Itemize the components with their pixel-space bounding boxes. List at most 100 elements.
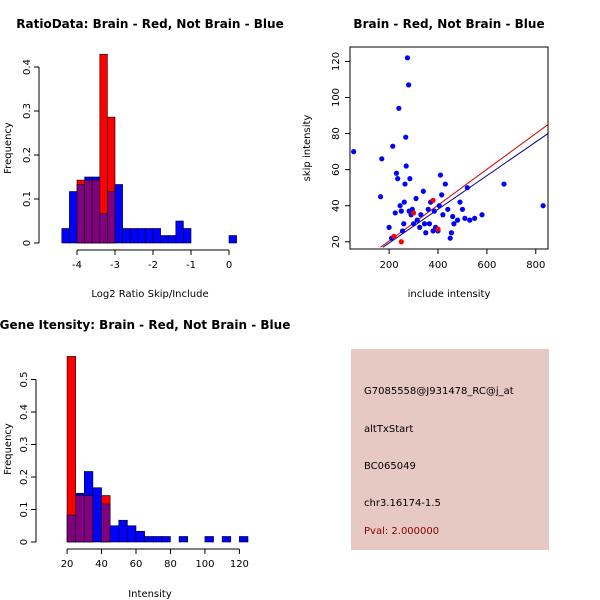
not-brain-point (464, 185, 470, 191)
not-brain-point (448, 230, 455, 236)
brain-fit-line (380, 124, 549, 248)
intensity-bars (66, 356, 249, 543)
intensity-histogram-panel: Gene Itensity: Brain - Red, Not Brain - … (0, 318, 290, 600)
ratio-bar (183, 228, 192, 244)
brain-point (391, 233, 397, 239)
intensity-x-tick-label: 120 (230, 559, 249, 570)
intensity-y-tick-label: 0.4 (19, 404, 30, 420)
not-brain-point (403, 163, 409, 169)
not-brain-point (447, 235, 453, 241)
not-brain-point (393, 170, 400, 176)
ratio-bar (61, 228, 70, 244)
not-brain-point (396, 105, 402, 111)
not-brain-point (386, 224, 392, 230)
ratio-bar (122, 228, 131, 244)
scatter-x-tick-label: 200 (380, 260, 399, 271)
not-brain-point (418, 212, 424, 218)
ratio-bar (152, 228, 161, 244)
ratio-bar-overlap (99, 213, 108, 244)
ratio-x-tick-label: -2 (148, 260, 158, 271)
intensity-y-tick-label: 0 (19, 539, 30, 545)
scatter-y-tick-label: 20 (331, 235, 342, 248)
not-brain-point (377, 194, 384, 200)
intensity-y-tick-label: 0.5 (19, 372, 30, 388)
pval-text: Pval: 2.000000 (364, 526, 440, 537)
probe-info-box: G7085558@J931478_RC@j_at altTxStart BC06… (351, 349, 549, 550)
not-brain-point (401, 199, 407, 205)
intensity-bar-overlap (101, 503, 111, 543)
ratio-axes: -4 -3 -2 -1 0 0 0.1 0.2 0.3 0.4 (22, 59, 232, 271)
not-brain-point (403, 134, 409, 140)
not-brain-point (462, 215, 468, 221)
intensity-bar-overlap (66, 514, 76, 543)
not-brain-point (467, 217, 473, 223)
ratio-y-tick-label: 0 (22, 240, 33, 246)
scatter-y-tick-label: 100 (331, 88, 342, 107)
not-brain-point (407, 176, 413, 182)
not-brain-point (451, 221, 457, 227)
intensity-bar (152, 536, 163, 543)
not-brain-point (431, 208, 437, 214)
intensity-x-tick-label: 100 (195, 559, 214, 570)
brain-point (430, 197, 436, 203)
scatter-x-tick-label: 800 (526, 260, 545, 271)
intensity-x-tick-label: 20 (61, 559, 74, 570)
scatter-y-tick-label: 60 (331, 163, 342, 176)
ratio-bar (114, 184, 123, 244)
intensity-x-tick-label: 40 (95, 559, 108, 570)
ratio-bar (175, 220, 184, 244)
not-brain-point (420, 188, 426, 194)
not-brain-point (401, 221, 407, 227)
not-brain-point (540, 203, 546, 209)
ratio-bar (137, 228, 146, 244)
not-brain-point (397, 203, 403, 209)
ratio-bar (167, 235, 177, 244)
genomic-location: chr3.16174-1.5 (364, 498, 441, 509)
event-type: altTxStart (364, 424, 414, 435)
intensity-bar (118, 519, 128, 543)
brain-point (410, 210, 417, 216)
intensity-bar-overlap (75, 495, 85, 543)
intensity-chart-title: Gene Itensity: Brain - Red, Not Brain - … (0, 318, 290, 332)
ratio-bar (145, 228, 154, 244)
ratio-bar (160, 235, 169, 244)
ratio-chart-title: RatioData: Brain - Red, Not Brain - Blue (16, 17, 283, 31)
intensity-bar (178, 536, 188, 543)
intensity-bar-overlap (83, 495, 94, 543)
intensity-x-axis-label: Intensity (128, 589, 172, 600)
scatter-plot-frame (349, 46, 549, 250)
ratio-y-tick-label: 0.4 (22, 59, 33, 75)
not-brain-point (404, 55, 411, 61)
probe-id: G7085558@J931478_RC@j_at (364, 386, 514, 397)
ratio-x-axis-label: Log2 Ratio Skip/Include (91, 289, 208, 300)
not-brain-point (459, 206, 466, 212)
intensity-bar (127, 525, 137, 543)
ratio-y-tick-label: 0.3 (22, 103, 33, 119)
ratio-bar (69, 191, 78, 244)
intensity-bar (144, 536, 154, 543)
not-brain-point (442, 181, 448, 187)
not-brain-point (426, 221, 433, 227)
intensity-bar (66, 356, 76, 543)
not-brain-point (410, 221, 417, 227)
intensity-y-tick-label: 0.3 (19, 437, 30, 453)
ratio-bar-overlap (107, 191, 116, 244)
ratio-bar-overlap (91, 179, 101, 244)
ratio-histogram-panel: RatioData: Brain - Red, Not Brain - Blue… (3, 17, 284, 300)
not-brain-point (390, 143, 396, 149)
not-brain-point (414, 217, 420, 223)
intensity-bar (204, 536, 214, 543)
intensity-x-tick-label: 80 (164, 559, 177, 570)
ratio-bar (228, 235, 237, 244)
not-brain-point (479, 212, 485, 218)
not-brain-point (439, 192, 445, 198)
scatter-plot-panel: Brain - Red, Not Brain - Blue include in… (302, 17, 549, 300)
not-brain-point (398, 208, 404, 214)
not-brain-point (436, 203, 442, 209)
not-brain-point (392, 210, 398, 216)
not-brain-point (379, 156, 385, 162)
not-brain-fit-line (382, 133, 549, 248)
not-brain-point (425, 206, 431, 212)
intensity-axes: 20 40 60 80 100 120 0 0.1 0.2 0.3 0.4 0.5 (19, 372, 249, 570)
ratio-bars (61, 53, 237, 244)
